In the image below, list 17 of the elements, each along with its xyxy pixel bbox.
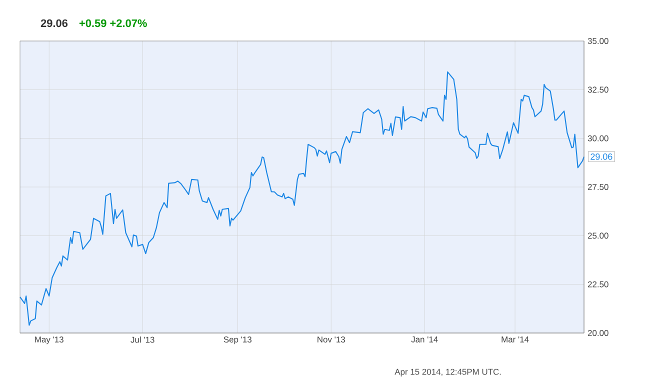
text: Apr 15 2014, 12:45PM UTC. [394,368,501,376]
y-tick-label: 35.00 [588,38,608,44]
x-tick-label: May '13 [35,336,64,344]
chart-subtitle: +0.59 +2.07% [79,19,147,28]
x-tick-label: Sep '13 [224,336,252,344]
x-tick-label: Jan '14 [411,336,438,342]
y-tick-label: 25.00 [588,232,608,239]
y-tick-label: 22.50 [588,281,608,288]
annotation: 29.06 [590,153,612,160]
x-tick-label: Mar '14 [502,336,529,342]
y-tick-label: 32.50 [588,86,608,93]
chart-title: 29.06 [40,19,68,28]
x-tick-label: Nov '13 [318,336,345,343]
y-tick-label: 27.50 [588,184,608,190]
y-tick-label: 20.00 [588,330,608,336]
y-tick-label: 30.00 [588,135,608,142]
x-tick-label: Jul '13 [130,336,154,343]
